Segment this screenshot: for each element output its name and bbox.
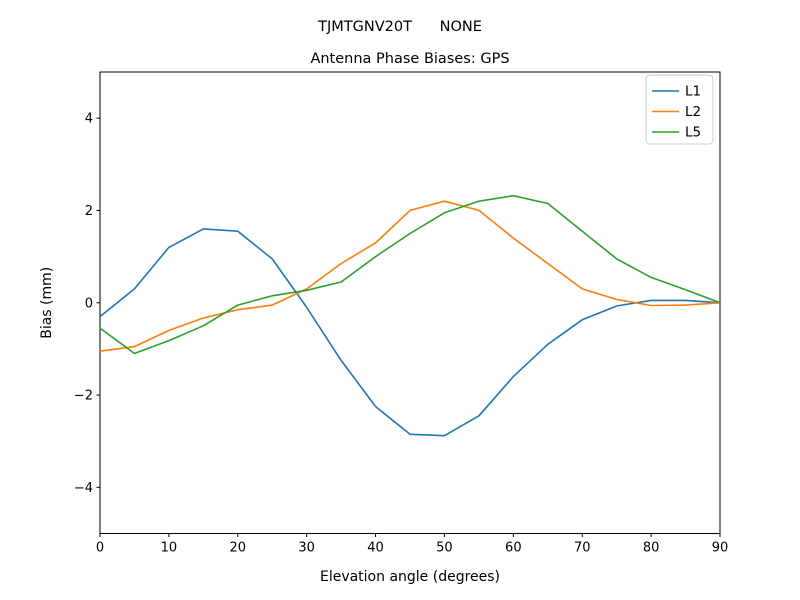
suptitle: TJMTGNV20T NONE: [317, 19, 482, 35]
x-tick-label: 80: [643, 541, 660, 556]
legend-box: [645, 74, 714, 145]
x-tick-label: 30: [298, 541, 315, 556]
x-tick-label: 60: [505, 541, 522, 556]
x-axis-label: Elevation angle (degrees): [320, 569, 500, 585]
x-tick-label: 90: [712, 541, 729, 556]
y-tick-label: 2: [85, 204, 93, 219]
y-axis-label: Bias (mm): [39, 267, 55, 339]
y-tick-label: 0: [85, 296, 93, 311]
series-line-l1: [99, 228, 721, 437]
x-tick-label: 40: [367, 541, 384, 556]
x-tick-label: 50: [436, 541, 453, 556]
legend-label-l1: L1: [685, 84, 701, 100]
x-tick-label: 10: [161, 541, 178, 556]
legend-label-l5: L5: [685, 125, 701, 141]
y-tick-label: −2: [74, 389, 93, 404]
legend-label-l2: L2: [685, 104, 701, 120]
series-line-l5: [99, 194, 721, 355]
x-tick-label: 20: [230, 541, 247, 556]
x-tick-label: 0: [96, 541, 104, 556]
series-line-l2: [99, 200, 721, 352]
y-tick-label: −4: [74, 481, 93, 496]
x-tick-label: 70: [574, 541, 591, 556]
chart-title: Antenna Phase Biases: GPS: [310, 51, 509, 67]
y-tick-label: 4: [85, 112, 93, 127]
